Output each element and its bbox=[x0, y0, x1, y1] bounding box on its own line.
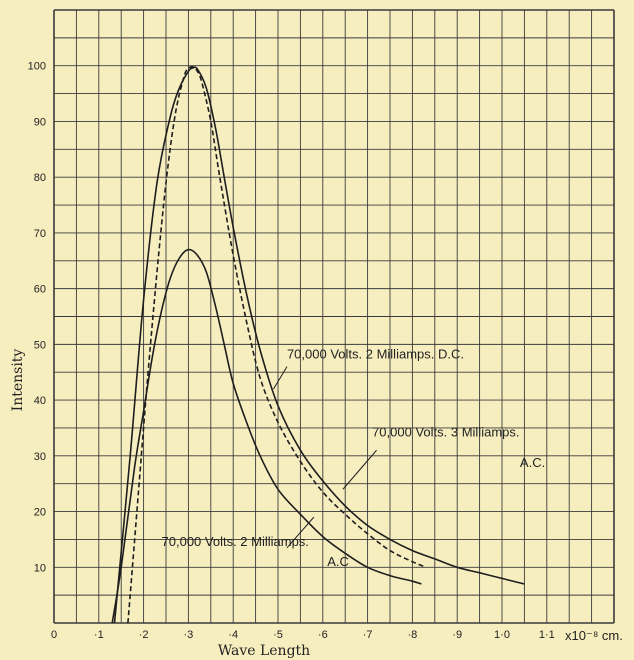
x-tick-label: ·1 bbox=[94, 629, 104, 641]
annotation-leader-line bbox=[286, 516, 315, 549]
annotation-leader-line bbox=[342, 449, 377, 490]
x-tick-label: ·7 bbox=[363, 629, 373, 641]
x-tick-label: ·6 bbox=[318, 629, 328, 641]
series-line-3 bbox=[111, 248, 422, 624]
y-tick-label: 20 bbox=[34, 507, 46, 519]
series-lines bbox=[111, 65, 525, 624]
grid bbox=[53, 9, 615, 624]
annotation-label: 70,000 Volts. 2 Milliamps. bbox=[162, 534, 309, 549]
y-axis-label: Intensity bbox=[10, 349, 26, 412]
x-tick-label: ·2 bbox=[139, 629, 149, 641]
annotation-label: A.C. bbox=[520, 455, 545, 470]
tick-labels: 10 20 30 40 50 60 70 80 90 100 0 ·1 ·2 ·3 ·4 ·5 ·6 ·7 ·8 ·9… bbox=[28, 61, 555, 641]
y-tick-label: 60 bbox=[34, 284, 46, 296]
y-tick-label: 30 bbox=[34, 451, 46, 463]
y-tick-label: 40 bbox=[34, 395, 46, 407]
x-axis-label: Wave Length bbox=[218, 643, 310, 659]
y-tick-label: 100 bbox=[28, 61, 46, 73]
y-tick-label: 50 bbox=[34, 339, 46, 351]
y-tick-label: 70 bbox=[34, 228, 46, 240]
series-line-1 bbox=[113, 66, 525, 624]
x-tick-label: ·9 bbox=[452, 629, 462, 641]
x-tick-label: 0 bbox=[51, 629, 57, 641]
x-tick-label: ·3 bbox=[184, 629, 194, 641]
x-tick-label: 1·1 bbox=[539, 629, 555, 641]
y-tick-label: 10 bbox=[34, 562, 46, 574]
x-tick-label: 1·0 bbox=[494, 629, 510, 641]
y-tick-label: 90 bbox=[34, 116, 46, 128]
series-line-2 bbox=[127, 65, 427, 624]
annotations: 70,000 Volts. 2 Milliamps. D.C. 70,000 Vo… bbox=[162, 346, 546, 569]
x-axis-unit: x10⁻⁸ cm. bbox=[565, 628, 623, 643]
annotation-label: 70,000 Volts. 2 Milliamps. D.C. bbox=[287, 346, 464, 361]
x-tick-label: ·8 bbox=[408, 629, 418, 641]
x-tick-label: ·4 bbox=[228, 629, 238, 641]
annotation-leader-line bbox=[273, 366, 288, 390]
annotation-label: 70,000 Volts. 3 Milliamps. bbox=[372, 424, 519, 439]
y-tick-label: 80 bbox=[34, 172, 46, 184]
annotation-label: A.C bbox=[327, 554, 349, 569]
x-tick-label: ·5 bbox=[273, 629, 283, 641]
